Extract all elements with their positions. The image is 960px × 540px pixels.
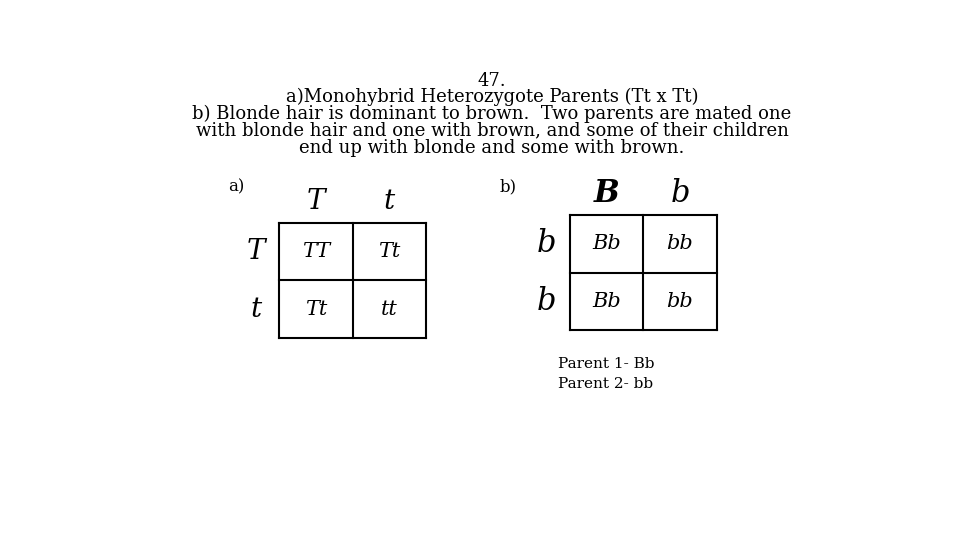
Text: B: B <box>593 178 619 209</box>
Text: T: T <box>306 187 324 214</box>
Text: tt: tt <box>381 300 397 319</box>
Text: Bb: Bb <box>592 234 621 253</box>
Text: with blonde hair and one with brown, and some of their children: with blonde hair and one with brown, and… <box>196 122 788 140</box>
Text: 47.: 47. <box>478 72 506 91</box>
Text: a): a) <box>228 179 245 196</box>
Text: TT: TT <box>301 242 329 261</box>
Text: T: T <box>247 238 265 265</box>
Text: t: t <box>250 296 261 323</box>
Text: t: t <box>384 187 395 214</box>
Text: Tt: Tt <box>304 300 326 319</box>
Text: b: b <box>537 228 556 259</box>
Text: b): b) <box>500 179 516 196</box>
Text: a)Monohybrid Heterozygote Parents (Tt x Tt): a)Monohybrid Heterozygote Parents (Tt x … <box>286 88 698 106</box>
Text: Parent 2- bb: Parent 2- bb <box>558 377 653 390</box>
Text: Parent 1- Bb: Parent 1- Bb <box>558 357 655 372</box>
Text: Tt: Tt <box>378 242 400 261</box>
Text: bb: bb <box>666 292 693 311</box>
Text: Bb: Bb <box>592 292 621 311</box>
Text: end up with blonde and some with brown.: end up with blonde and some with brown. <box>300 139 684 157</box>
Text: b) Blonde hair is dominant to brown.  Two parents are mated one: b) Blonde hair is dominant to brown. Two… <box>192 105 792 123</box>
Text: b: b <box>670 178 689 209</box>
Text: bb: bb <box>666 234 693 253</box>
Text: b: b <box>537 286 556 317</box>
